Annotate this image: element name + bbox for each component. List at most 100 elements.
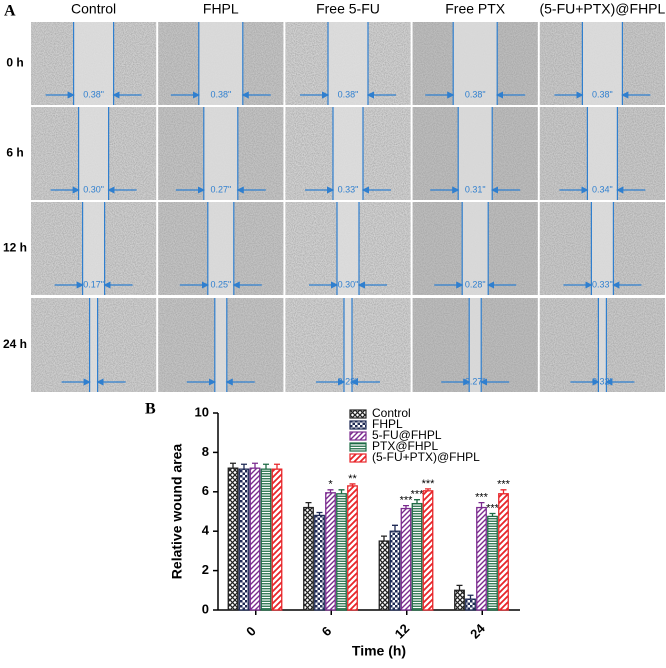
error-bar: [274, 463, 280, 470]
bar: [271, 468, 283, 611]
wound-gap: [337, 202, 359, 295]
wound-gap: [328, 22, 368, 105]
bar: [238, 468, 250, 611]
gap-width-label: 0.33": [338, 184, 359, 194]
error-bar: [489, 512, 496, 517]
row-label: 0 h: [6, 56, 23, 70]
bar: [227, 467, 239, 611]
error-bar: [241, 463, 247, 470]
legend-swatch: [349, 442, 367, 452]
gap-width-label: 0.34": [592, 184, 613, 194]
bar: [389, 530, 401, 611]
y-tick-label: 8: [202, 444, 209, 459]
significance-label: ***: [400, 494, 414, 506]
legend-swatch: [349, 409, 367, 419]
wound-gap: [333, 107, 363, 200]
gap-width-label: 0.28": [338, 376, 359, 386]
gap-width-label: 0.17": [83, 279, 104, 289]
bar: [303, 506, 314, 611]
wound-gap: [82, 202, 105, 295]
bar: [336, 493, 347, 611]
bar: [249, 467, 261, 611]
significance-label: ***: [411, 489, 425, 501]
legend-swatch: [349, 453, 367, 463]
bar: [314, 514, 325, 611]
gap-width-label: 0.38": [338, 89, 359, 99]
y-tick-label: 10: [195, 404, 209, 419]
gap-width-label: 0.38": [83, 89, 104, 99]
error-bar: [305, 501, 312, 508]
gap-width-label: 0.27": [210, 184, 231, 194]
error-bar: [316, 511, 323, 516]
legend-label: PTX@FHPL: [372, 439, 439, 453]
significance-label: *: [328, 479, 333, 491]
error-bar: [425, 488, 431, 491]
wound-gap: [591, 202, 614, 295]
row-label: 12 h: [3, 241, 27, 255]
y-tick-label: 4: [202, 523, 210, 538]
error-bar: [230, 462, 236, 469]
gap-width-label: 0.30": [338, 279, 359, 289]
gap-width-label: 0.28": [465, 279, 486, 289]
bar: [378, 540, 390, 611]
wound-gap: [582, 22, 623, 105]
x-axis-label: Time (h): [352, 643, 406, 659]
y-tick-label: 6: [202, 483, 209, 498]
row-label: 6 h: [6, 146, 23, 160]
wound-gap: [462, 202, 489, 295]
column-header: FHPL: [203, 1, 239, 17]
error-bar: [252, 462, 258, 469]
y-tick-label: 2: [202, 562, 209, 577]
gap-width-label: 0.38": [592, 89, 613, 99]
wound-gap: [73, 22, 114, 105]
error-bar: [456, 584, 463, 591]
wound-gap: [344, 298, 352, 392]
error-bar: [263, 463, 269, 470]
legend-label: (5-FU+PTX)@FHPL: [372, 450, 480, 464]
gap-width-label: 0.25": [210, 279, 231, 289]
bar: [325, 492, 336, 611]
error-bar: [338, 489, 345, 494]
y-tick-label: 0: [202, 601, 209, 616]
x-tick-label: 0: [243, 623, 259, 639]
significance-label: ***: [422, 478, 436, 490]
legend-label: FHPL: [372, 417, 403, 431]
bar: [465, 598, 476, 611]
error-bar: [381, 535, 387, 542]
gap-width-label: 0.38": [465, 89, 486, 99]
wound-gap: [598, 298, 607, 392]
column-header: Control: [71, 1, 116, 17]
wound-gap: [458, 107, 493, 200]
gap-width-label: 0.38": [210, 89, 231, 99]
wound-gap: [198, 22, 243, 105]
gap-width-label: 0.32": [592, 376, 613, 386]
gap-width-label: 0.27": [465, 376, 486, 386]
wound-gap: [587, 107, 618, 200]
gap-width-label: 0.33": [592, 279, 613, 289]
x-tick-label: 6: [319, 623, 335, 639]
error-bar: [403, 504, 409, 509]
legend-swatch: [349, 431, 367, 441]
error-bar: [467, 594, 474, 600]
bar: [498, 493, 509, 611]
bar: [422, 490, 434, 611]
column-header: Free 5-FU: [316, 1, 380, 17]
wound-gap: [78, 107, 109, 200]
error-bar: [414, 499, 420, 504]
wound-gap: [203, 107, 238, 200]
gap-width-label: 0.30": [83, 184, 104, 194]
significance-label: ***: [486, 502, 500, 514]
panel-label: B: [145, 401, 156, 418]
gap-width-label: 0.31": [465, 184, 486, 194]
legend-label: Control: [372, 406, 411, 420]
wound-gap: [453, 22, 498, 105]
bar: [347, 485, 358, 611]
row-label: 24 h: [3, 337, 27, 351]
bar: [411, 502, 423, 611]
wound-gap: [207, 202, 234, 295]
error-bar: [327, 489, 334, 493]
x-tick-label: 24: [467, 620, 488, 641]
y-axis-label: Relative wound area: [169, 444, 185, 580]
